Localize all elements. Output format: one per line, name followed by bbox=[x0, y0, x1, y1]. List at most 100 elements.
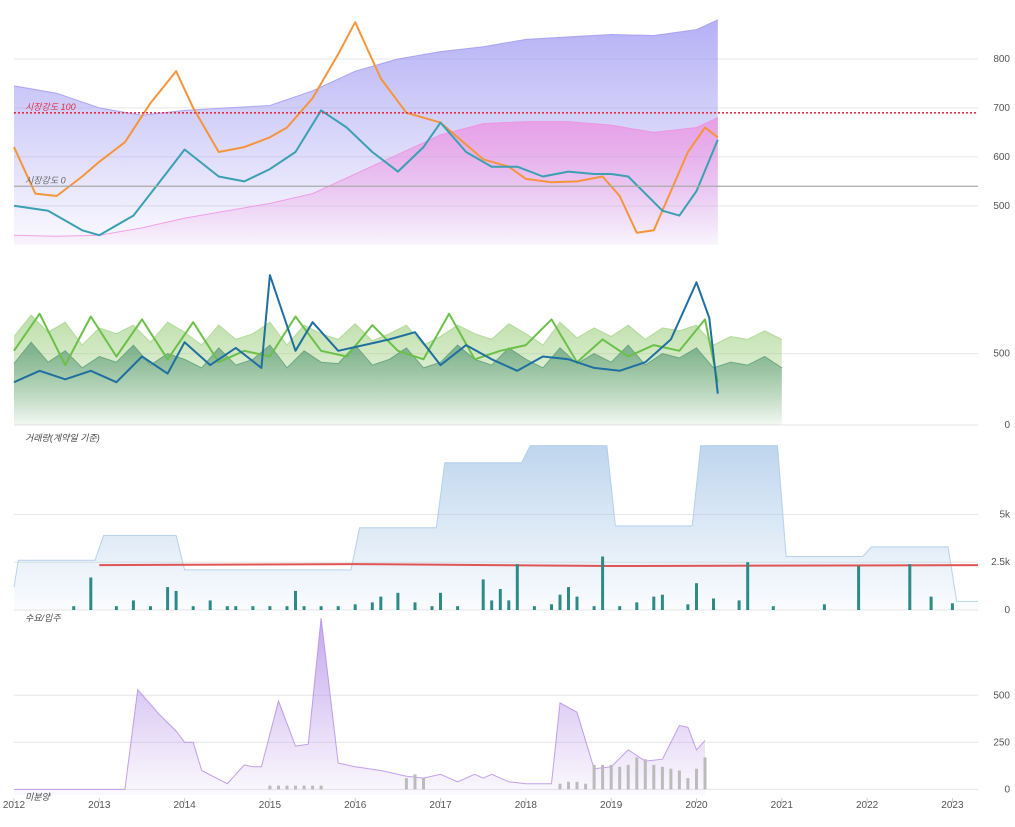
x-tick-label: 2017 bbox=[429, 800, 452, 811]
bar bbox=[652, 764, 656, 790]
series-line bbox=[13, 312, 719, 383]
x-tick-label: 2018 bbox=[515, 800, 538, 811]
series-area-edge bbox=[13, 314, 783, 346]
series-area-fill bbox=[14, 618, 705, 795]
bar bbox=[302, 785, 306, 790]
bar bbox=[430, 606, 434, 610]
series-line bbox=[99, 563, 979, 567]
bar bbox=[686, 604, 690, 610]
x-tick-label: 2012 bbox=[3, 800, 26, 811]
y-tick-label: 800 bbox=[993, 54, 1010, 65]
bar bbox=[532, 606, 536, 610]
panel-label: 거래량(계약일 기준) bbox=[25, 433, 100, 443]
bar bbox=[558, 783, 562, 790]
bar bbox=[908, 564, 912, 610]
series-area-edge bbox=[13, 445, 978, 602]
bar bbox=[294, 590, 297, 610]
bar bbox=[285, 606, 289, 610]
bar bbox=[336, 606, 340, 610]
bar bbox=[737, 600, 741, 610]
bar bbox=[379, 596, 383, 610]
y-tick-label: 0 bbox=[1004, 784, 1010, 795]
bar bbox=[174, 590, 178, 610]
bar bbox=[268, 606, 272, 610]
bar bbox=[601, 556, 605, 610]
bar bbox=[686, 778, 690, 790]
bar bbox=[822, 604, 826, 610]
bar bbox=[929, 596, 933, 610]
bar bbox=[635, 602, 639, 610]
bar bbox=[277, 785, 280, 790]
bar bbox=[268, 785, 272, 790]
x-tick-label: 2014 bbox=[173, 800, 196, 811]
panel-supply: 0 250 500 수요/입주 bbox=[14, 613, 1010, 795]
bar bbox=[550, 604, 553, 610]
bar bbox=[703, 757, 707, 790]
bar bbox=[746, 562, 750, 610]
bar bbox=[660, 766, 664, 790]
x-tick-label: 2019 bbox=[600, 800, 623, 811]
bar bbox=[643, 759, 647, 790]
bar bbox=[677, 770, 681, 790]
y-tick-label: 2.5k bbox=[991, 557, 1011, 568]
reference-label: 시장강도 0 bbox=[25, 175, 66, 185]
bar bbox=[396, 592, 400, 610]
series-area-edge bbox=[13, 19, 719, 116]
bar bbox=[498, 589, 502, 610]
bar bbox=[285, 785, 289, 790]
bar bbox=[618, 766, 622, 790]
series-area-edge bbox=[14, 618, 706, 790]
bar bbox=[575, 596, 579, 610]
bar bbox=[660, 594, 664, 610]
bar bbox=[311, 785, 315, 790]
bar bbox=[353, 604, 357, 610]
bar bbox=[319, 606, 323, 610]
bar bbox=[481, 579, 485, 610]
bar bbox=[601, 764, 605, 790]
series-line bbox=[13, 274, 719, 394]
bar bbox=[575, 781, 579, 790]
series-area-fill bbox=[14, 445, 978, 610]
bar bbox=[319, 785, 323, 790]
bar bbox=[208, 600, 212, 610]
bar bbox=[439, 592, 442, 610]
bar bbox=[89, 577, 93, 610]
bar bbox=[857, 566, 861, 610]
series-area-edge bbox=[13, 341, 783, 369]
bar bbox=[950, 603, 954, 610]
x-tick-label: 2020 bbox=[685, 800, 708, 811]
y-tick-label: 0 bbox=[1004, 420, 1010, 431]
panel-label: 수요/입주 bbox=[25, 613, 61, 623]
bar bbox=[131, 600, 135, 610]
bar bbox=[669, 768, 673, 790]
bar bbox=[771, 606, 775, 610]
panel-transaction-volume: 0 2.5k 5k 거래량(계약일 기준) bbox=[13, 433, 1011, 616]
series-area-fill bbox=[14, 117, 718, 245]
x-tick-label: 2022 bbox=[856, 800, 879, 811]
bar bbox=[652, 596, 656, 610]
bar bbox=[567, 781, 570, 790]
y-tick-label: 250 bbox=[993, 737, 1010, 748]
bar bbox=[558, 594, 562, 610]
bar bbox=[592, 764, 596, 790]
bar bbox=[302, 606, 306, 610]
y-tick-label: 500 bbox=[993, 201, 1010, 212]
bar bbox=[166, 587, 170, 610]
bar bbox=[251, 606, 255, 610]
panel-price-index: 500 600 700 800 시장강도 100 시장강도 0 bbox=[13, 19, 1010, 245]
bar bbox=[294, 785, 297, 790]
x-tick-label: 2015 bbox=[259, 800, 282, 811]
bar bbox=[234, 606, 238, 610]
bar bbox=[695, 583, 698, 610]
bar bbox=[695, 768, 698, 790]
bar bbox=[404, 778, 408, 790]
series-area-edge bbox=[13, 117, 719, 237]
reference-label: 시장강도 100 bbox=[25, 102, 76, 112]
bar bbox=[515, 564, 519, 610]
bar bbox=[609, 764, 613, 790]
bar bbox=[149, 606, 152, 610]
bar bbox=[567, 587, 570, 610]
y-tick-label: 500 bbox=[993, 349, 1010, 360]
